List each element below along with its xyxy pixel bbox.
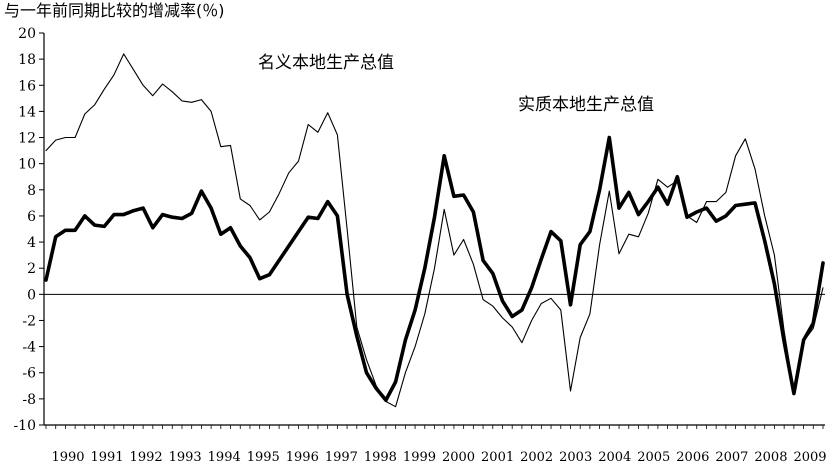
x-tick-label: 1996 (286, 450, 319, 462)
x-tick-label: 2007 (715, 450, 748, 462)
y-tick-label: 4 (27, 235, 36, 251)
y-tick-label: -6 (22, 366, 36, 382)
x-tick-label: 1997 (325, 450, 358, 462)
y-tick-label: 2 (27, 261, 36, 277)
y-tick-label: 14 (18, 104, 36, 120)
x-tick-label: 1990 (51, 450, 84, 462)
x-tick-label: 1992 (130, 450, 163, 462)
y-tick-label: 8 (27, 183, 36, 199)
x-tick-label: 2003 (559, 450, 592, 462)
series-lines (44, 53, 825, 408)
y-tick-label: 18 (18, 52, 36, 68)
y-tick-label: -2 (22, 313, 36, 329)
x-tick-label: 2009 (793, 450, 826, 462)
y-tick-label: 20 (18, 26, 36, 42)
x-tick-label: 1995 (247, 450, 280, 462)
x-tick-label: 2001 (481, 450, 514, 462)
nominal-gdp-annotation: 名义本地生产总值 (258, 53, 394, 73)
x-tick-label: 2005 (637, 450, 670, 462)
x-tick-label: 2008 (754, 450, 787, 462)
y-axis: -10 -8 -6 -4 -2 0 2 4 6 8 10 12 14 16 18 20 (13, 26, 45, 434)
x-tick-label: 2004 (598, 450, 631, 462)
x-tick-label: 1998 (364, 450, 397, 462)
y-tick-label: 10 (18, 157, 36, 173)
y-tick-label: -8 (22, 392, 36, 408)
x-tick-label: 2000 (442, 450, 475, 462)
x-tick-label: 2002 (520, 450, 553, 462)
nominal-gdp-line (45, 53, 824, 408)
real-gdp-annotation: 实质本地生产总值 (518, 95, 654, 115)
real-gdp-line (44, 135, 825, 403)
x-tick-label: 2006 (676, 450, 709, 462)
y-tick-label: 0 (27, 287, 36, 303)
y-tick-label: 12 (18, 131, 36, 147)
x-tick-label: 1994 (208, 450, 241, 462)
x-tick-label: 1999 (403, 450, 436, 462)
x-tick-label: 1993 (169, 450, 202, 462)
y-tick-label: -4 (22, 340, 36, 356)
x-axis: 1990 1991 1992 1993 1994 1995 1996 1997 1998 1999… (44, 293, 827, 462)
y-tick-label: -10 (13, 418, 36, 434)
y-tick-label: 16 (18, 78, 36, 94)
y-axis-label: 与一年前同期比较的增减率(％) (4, 1, 225, 20)
x-tick-label: 1991 (91, 450, 124, 462)
y-tick-label: 6 (27, 209, 36, 225)
